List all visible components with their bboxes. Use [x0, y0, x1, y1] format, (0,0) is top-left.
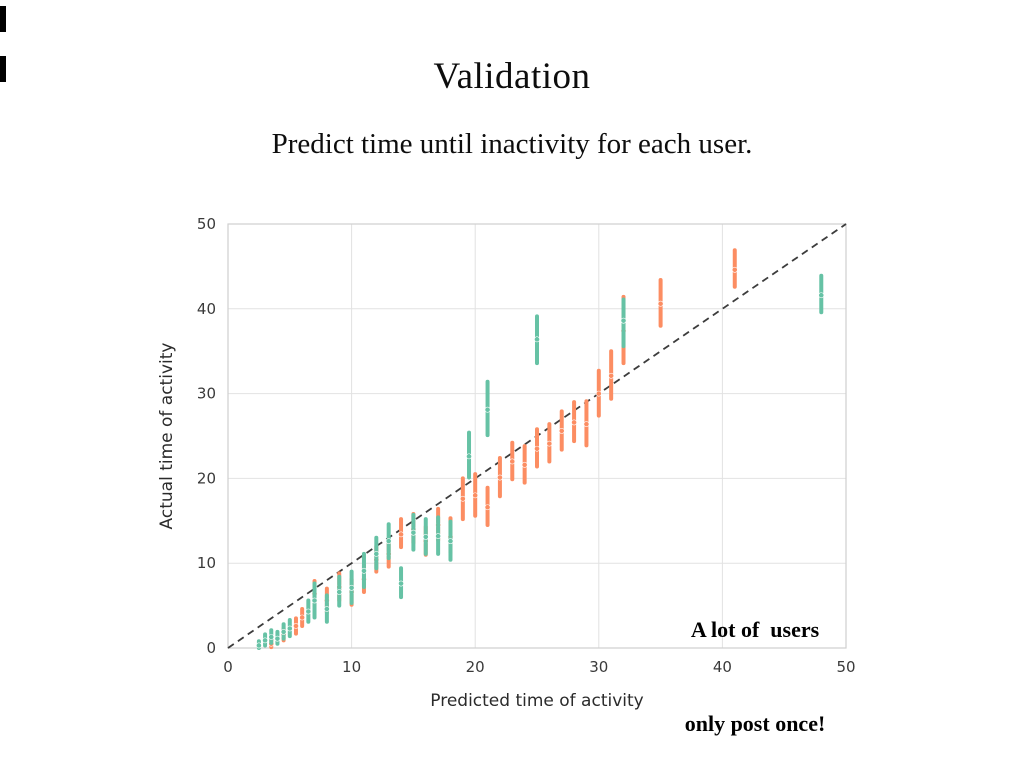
data-point — [657, 300, 664, 307]
data-point — [323, 606, 330, 612]
slide-title: Validation — [433, 55, 591, 97]
data-point — [256, 642, 262, 649]
data-point — [422, 534, 429, 540]
data-point — [534, 336, 540, 343]
data-point — [484, 406, 491, 413]
y-tick-label: 50 — [197, 215, 216, 233]
data-point — [466, 453, 472, 460]
data-point — [497, 474, 503, 481]
plot-border — [227, 223, 847, 649]
data-point — [385, 538, 392, 545]
annotation-line-1: A lot of users — [690, 617, 820, 643]
data-point — [472, 492, 479, 499]
left-edge-artifact-top — [0, 6, 6, 32]
data-point — [293, 623, 299, 629]
y-tick-label: 40 — [197, 300, 216, 318]
data-point — [410, 529, 417, 536]
slide-subtitle: Predict time until inactivity for each u… — [271, 128, 753, 160]
data-point — [509, 458, 516, 465]
data-point — [286, 625, 293, 632]
data-point — [348, 584, 355, 591]
data-point — [571, 419, 577, 426]
data-point — [583, 421, 590, 428]
x-tick-label: 30 — [589, 658, 608, 676]
data-point — [459, 495, 466, 502]
data-point — [299, 614, 306, 621]
data-point — [336, 589, 343, 595]
x-tick-label: 20 — [466, 658, 485, 676]
validation-chart: 0 10 20 30 40 50 0 10 20 30 40 50 Predicted time of … — [150, 210, 860, 730]
data-point — [305, 608, 312, 615]
data-point — [373, 550, 380, 557]
data-point — [731, 266, 738, 273]
data-point — [546, 440, 553, 447]
chart-svg: 0 10 20 30 40 50 0 10 20 30 40 50 Predicted time of … — [157, 215, 856, 711]
annotation-line-2: only post once! — [684, 711, 826, 737]
data-point — [558, 428, 565, 434]
data-point — [274, 635, 281, 642]
data-point — [435, 533, 442, 539]
data-point — [280, 628, 287, 635]
data-point — [608, 372, 615, 379]
y-tick-label: 0 — [206, 639, 216, 657]
data-point — [311, 597, 318, 604]
data-point — [361, 567, 367, 574]
y-axis-label: Actual time of activity — [157, 343, 177, 530]
data-point — [534, 445, 540, 452]
x-tick-label: 0 — [223, 658, 233, 676]
x-tick-label: 10 — [342, 658, 361, 676]
annotation-note: A lot of users only post once! — [645, 552, 865, 771]
y-tick-label: 20 — [197, 469, 216, 487]
data-point — [595, 390, 602, 397]
data-point — [484, 504, 491, 511]
data-point — [620, 317, 627, 324]
data-point — [268, 634, 275, 640]
left-edge-artifact-bottom — [0, 56, 6, 82]
data-point — [818, 292, 825, 299]
data-point — [262, 637, 268, 644]
x-axis-label: Predicted time of activity — [430, 691, 643, 711]
data-point — [447, 538, 454, 545]
data-point — [398, 531, 404, 538]
y-tick-label: 30 — [197, 385, 216, 403]
x-tick-label: 40 — [713, 658, 732, 676]
x-tick-label: 50 — [836, 658, 855, 676]
data-point — [521, 461, 528, 468]
y-tick-label: 10 — [197, 554, 216, 572]
series-teal — [256, 273, 825, 650]
data-point — [398, 580, 404, 587]
